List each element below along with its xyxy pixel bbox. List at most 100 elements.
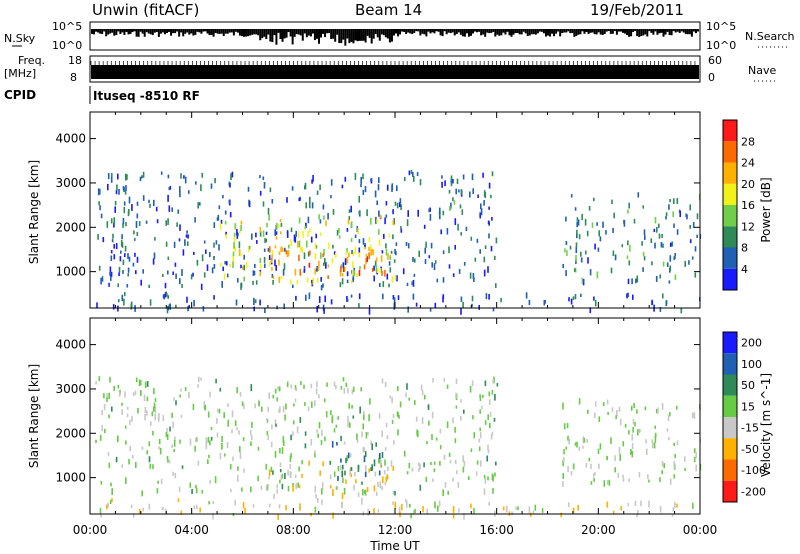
noise-bar [380, 29, 383, 35]
heatmap-cell [485, 293, 488, 300]
heatmap-cell [295, 483, 297, 490]
heatmap-cell [154, 406, 157, 413]
heatmap-cell [300, 246, 302, 252]
heatmap-cell [602, 221, 604, 228]
heatmap-cell [636, 409, 638, 414]
heatmap-cell [121, 242, 124, 248]
heatmap-cell [271, 199, 274, 204]
noise-bar [488, 29, 491, 34]
noise-bar [666, 29, 669, 32]
noise-bar [628, 29, 631, 37]
noise-bar [386, 29, 389, 39]
heatmap-cell [308, 292, 311, 300]
heatmap-cell [236, 387, 238, 394]
heatmap-cell [121, 402, 123, 406]
heatmap-cell [330, 195, 332, 199]
heatmap-cell [146, 381, 149, 387]
heatmap-cell [487, 476, 489, 481]
heatmap-cell [274, 388, 277, 394]
heatmap-cell [419, 179, 422, 186]
heatmap-cell [408, 170, 411, 176]
heatmap-cell [127, 267, 130, 273]
heatmap-cell [298, 217, 301, 224]
heatmap-cell [213, 222, 216, 229]
colorbar-segment [723, 438, 737, 460]
heatmap-cell [406, 471, 409, 475]
heatmap-cell [357, 228, 359, 235]
heatmap-cell [127, 273, 129, 277]
heatmap-cell [365, 465, 367, 472]
heatmap-cell [148, 456, 151, 463]
heatmap-cell [184, 176, 187, 184]
heatmap-cell [413, 176, 415, 182]
heatmap-cell [106, 396, 108, 402]
heatmap-cell [304, 226, 307, 230]
heatmap-cell [363, 246, 366, 250]
heatmap-cell [398, 506, 401, 514]
heatmap-cell [586, 230, 589, 237]
heatmap-cell [192, 403, 195, 410]
heatmap-cell [240, 264, 242, 269]
heatmap-cell [343, 487, 346, 495]
heatmap-cell [457, 223, 459, 231]
noise-bar [129, 29, 132, 34]
heatmap-cell [197, 384, 199, 388]
heatmap-cell [528, 506, 531, 513]
heatmap-cell [196, 504, 198, 509]
heatmap-cell [585, 250, 587, 255]
heatmap-cell [356, 226, 359, 232]
heatmap-cell [454, 426, 456, 433]
heatmap-cell [611, 407, 614, 412]
heatmap-cell [317, 266, 320, 272]
noise-bar [127, 29, 130, 35]
heatmap-cell [172, 471, 174, 476]
heatmap-cell [268, 476, 270, 480]
heatmap-cell [277, 224, 280, 228]
heatmap-cell [684, 467, 686, 472]
heatmap-cell [593, 477, 595, 482]
heatmap-cell [221, 443, 223, 450]
heatmap-cell [692, 222, 695, 228]
colorbar-segment [723, 247, 737, 269]
heatmap-cell [280, 276, 283, 280]
heatmap-cell [153, 199, 155, 207]
noise-bar [421, 29, 424, 34]
heatmap-cell [347, 387, 349, 394]
heatmap-cell [441, 181, 443, 188]
heatmap-cell [124, 245, 127, 252]
heatmap-cell [100, 213, 103, 219]
noise-bar [330, 29, 333, 39]
heatmap-cell [365, 258, 367, 265]
heatmap-cell [471, 295, 474, 302]
heatmap-cell [155, 206, 158, 212]
heatmap-cell [673, 223, 675, 228]
heatmap-cell [337, 415, 340, 420]
heatmap-cell [195, 181, 197, 185]
heatmap-cell [644, 235, 646, 240]
heatmap-cell [317, 277, 319, 283]
heatmap-cell [295, 295, 297, 301]
heatmap-cell [307, 406, 310, 412]
heatmap-cell [399, 202, 401, 208]
heatmap-cell [382, 281, 385, 288]
colorbar-tick-label: -200 [741, 485, 766, 498]
beam-title: Beam 14 [355, 1, 422, 19]
heatmap-cell [651, 300, 654, 305]
heatmap-cell [356, 433, 358, 441]
y-tick-label: 3000 [55, 382, 86, 396]
noise-bar [172, 29, 175, 34]
heatmap-cell [383, 233, 385, 239]
noise-bar [370, 29, 373, 44]
noise-bar [388, 29, 391, 43]
heatmap-cell [221, 281, 223, 288]
heatmap-cell [359, 266, 361, 270]
heatmap-cell [129, 446, 131, 452]
colorbar-tick-label: 50 [741, 379, 755, 392]
heatmap-cell [315, 245, 318, 249]
heatmap-cell [279, 448, 281, 454]
noise-bar [469, 29, 472, 36]
heatmap-cell [576, 229, 578, 236]
noise-bar [165, 29, 168, 33]
